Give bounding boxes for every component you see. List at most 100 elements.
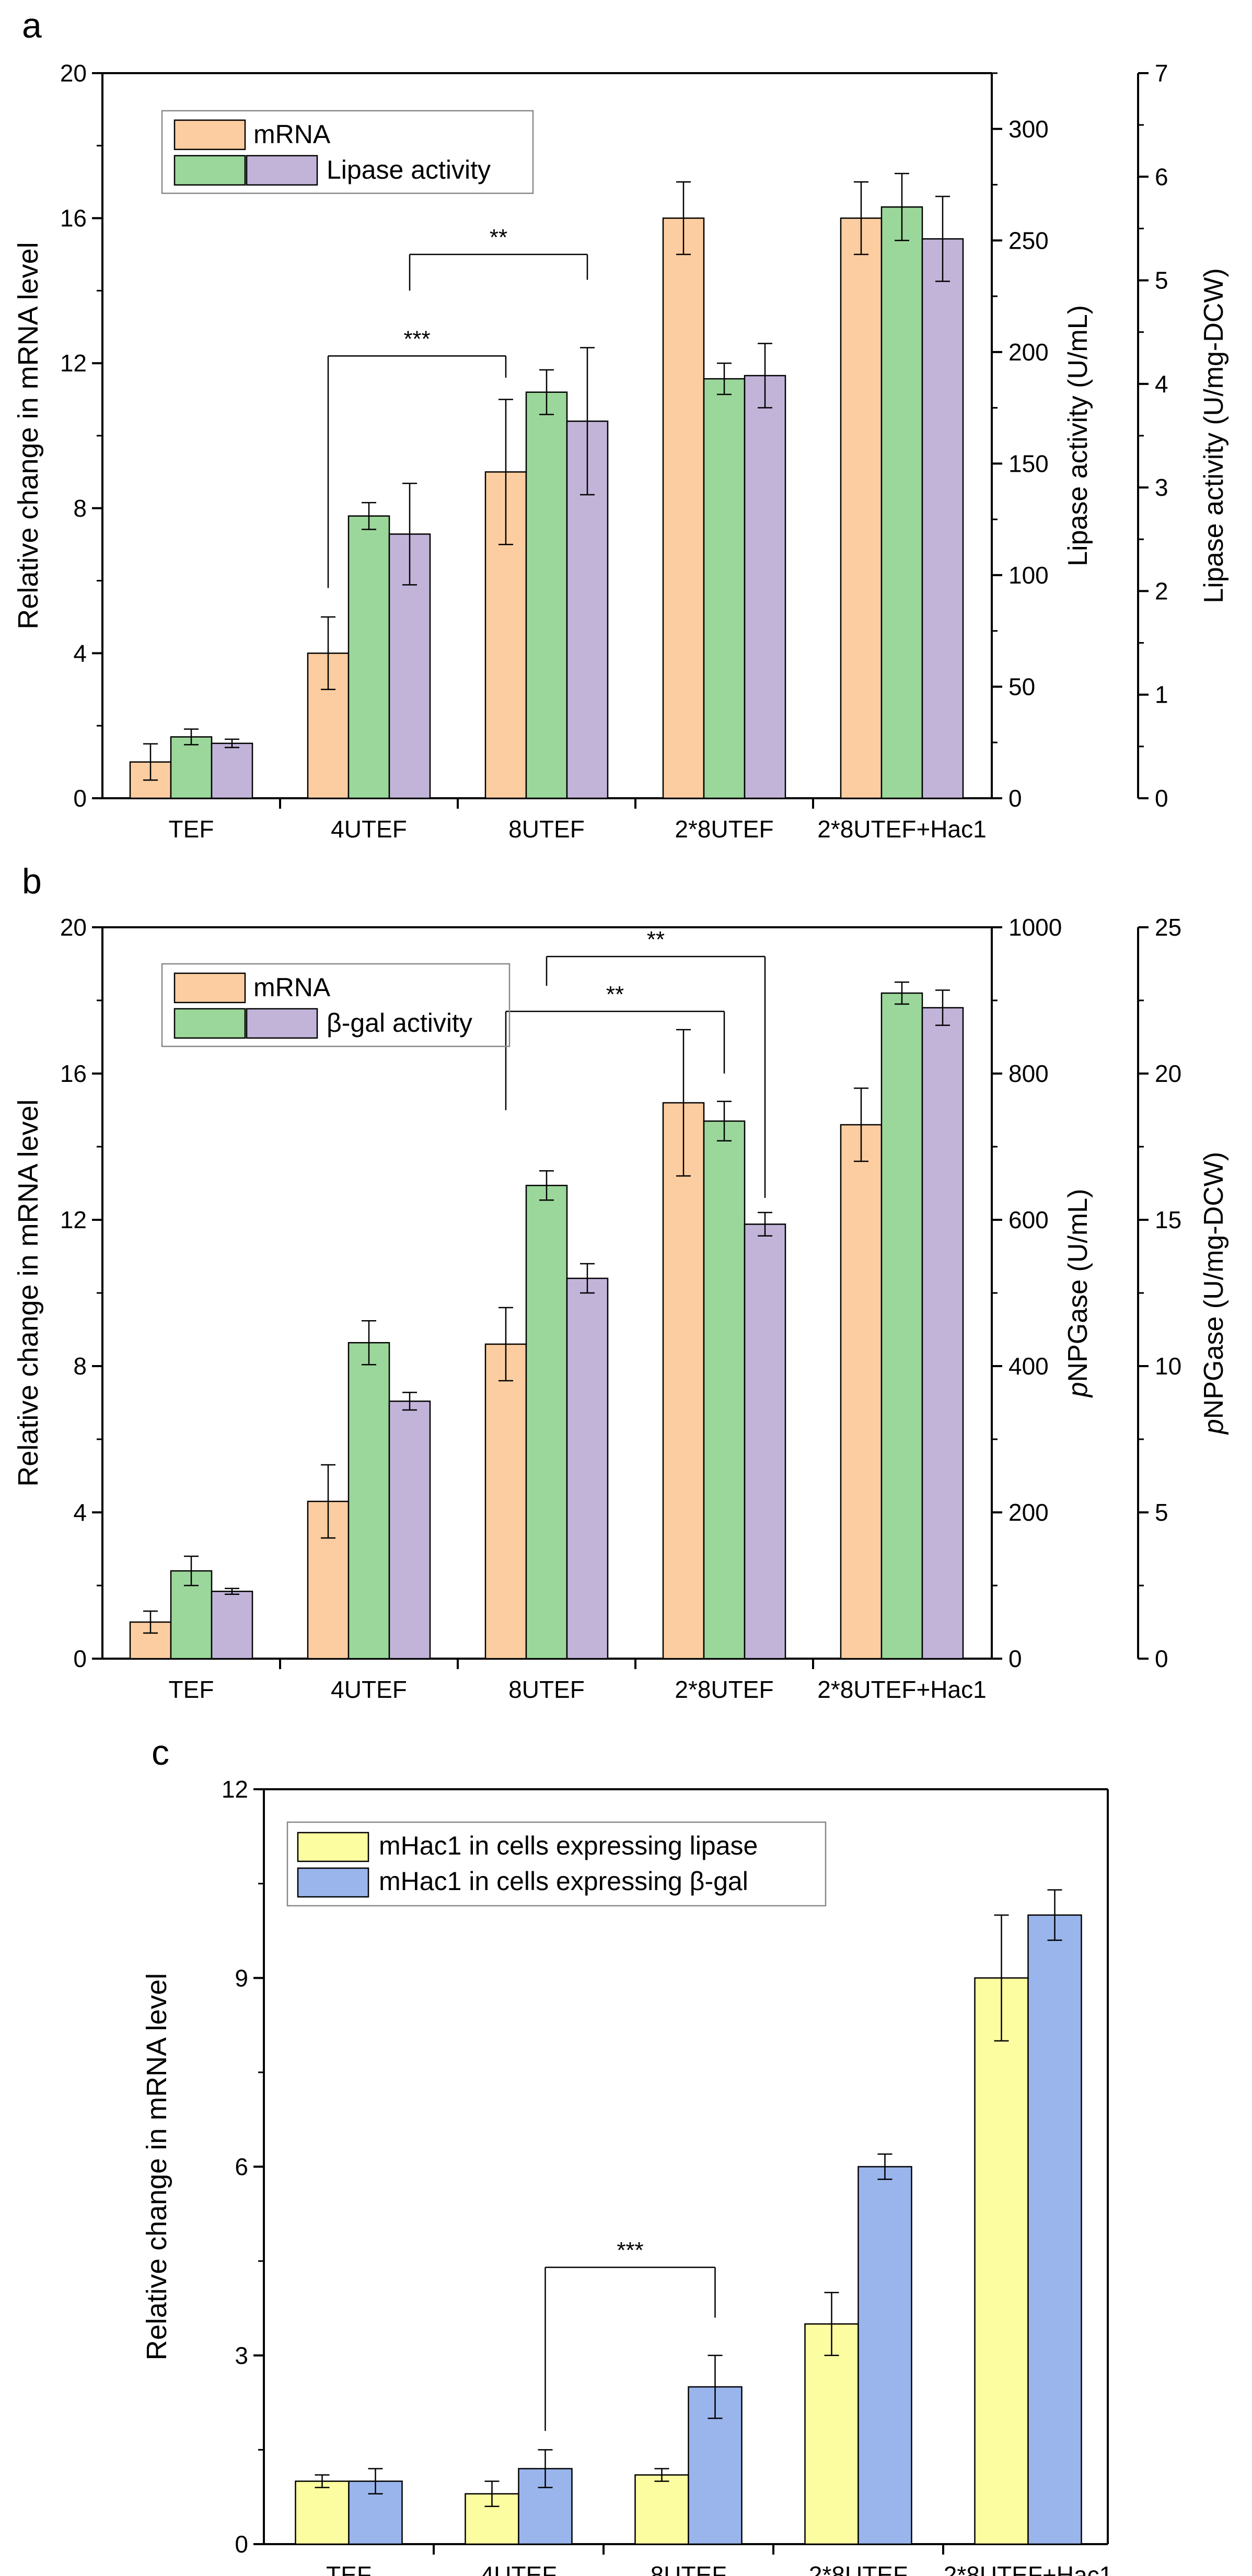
x-tick-label: 2*8UTEF [675, 815, 773, 843]
bar [1027, 1914, 1082, 2545]
legend-label: β-gal activity [327, 1008, 472, 1038]
y-tick-label: 16 [60, 1060, 87, 1087]
legend-swatch-mrna [173, 119, 246, 150]
y-right-tick-label: 0 [1008, 1645, 1022, 1672]
bar [211, 1590, 253, 1660]
y-tick-label: 8 [73, 495, 87, 522]
x-tick-label: 8UTEF [508, 1676, 585, 1703]
bar [880, 992, 923, 1660]
x-tick-label: 8UTEF [508, 815, 585, 843]
bar [211, 742, 253, 799]
bar [857, 2166, 912, 2545]
legend-label: mHac1 in cells expressing β-gal [379, 1867, 748, 1896]
legend-swatch-green [173, 1008, 246, 1039]
bar [525, 1184, 568, 1660]
y-tick-label: 4 [73, 1499, 87, 1526]
legend-swatch-purple [246, 155, 318, 186]
legend-label: mHac1 in cells expressing lipase [379, 1831, 758, 1860]
x-tick-label: 2*8UTEF [675, 1676, 773, 1703]
y-tick-label: 6 [235, 2153, 248, 2181]
legend-swatch-blue [297, 1867, 369, 1898]
y-tick-label: 12 [60, 1206, 87, 1233]
y-right-tick-label: 7 [1155, 60, 1168, 87]
y-right-tick-label: 400 [1008, 1353, 1049, 1380]
legend-box [286, 1821, 827, 1907]
y-tick-label: 20 [60, 60, 87, 87]
y-right-tick-label: 100 [1008, 562, 1049, 589]
y-tick-label: 12 [222, 1776, 248, 1803]
y-right-tick-label: 0 [1008, 785, 1022, 812]
y-right-axis-label-italic: p [1199, 1419, 1229, 1435]
y-right-axis-label: Lipase activity (U/mg-DCW) [1199, 268, 1229, 603]
legend-swatch-yellow [297, 1832, 369, 1862]
bar [170, 736, 213, 799]
x-tick-label: TEF [169, 1676, 214, 1703]
y-right-tick-label: 20 [1155, 1060, 1181, 1087]
bar [880, 206, 923, 799]
y-right-tick-label: 300 [1008, 115, 1049, 143]
bar [347, 515, 390, 799]
y-axis-label: Relative change in mRNA level [141, 1973, 172, 2360]
panel-c: c 0 3 6 9 12 Relative change in mRNA level TEF 4… [141, 1733, 1112, 2576]
y-right-tick-label: 2 [1155, 577, 1168, 604]
bar [921, 238, 964, 799]
x-tick-label: 2*8UTEF+Hac1 [944, 2561, 1112, 2576]
panel-label: b [22, 861, 42, 901]
y-right-tick-label: 0 [1155, 1645, 1168, 1672]
y-tick-label: 16 [60, 205, 87, 232]
legend-swatch-mrna [173, 972, 246, 1004]
y-axis-label: Relative change in mRNA level [13, 242, 44, 629]
y-right-tick-label: 6 [1155, 163, 1168, 190]
y-tick-label: 3 [235, 2342, 248, 2369]
y-right-tick-label: 200 [1008, 1499, 1049, 1526]
bar [484, 1343, 527, 1660]
y-right-tick-label: 4 [1155, 370, 1168, 398]
y-tick-label: 4 [73, 639, 87, 667]
bar [662, 217, 705, 799]
y-tick-label: 0 [73, 1645, 87, 1672]
y-right-axis-label: pNPGase (U/mL) [1063, 1189, 1093, 1398]
x-tick-label: TEF [326, 2561, 372, 2576]
significance-label: *** [403, 326, 430, 352]
y-right-axis-label-rest: NPGase (U/mg-DCW) [1199, 1152, 1229, 1419]
y-right-tick-label: 1000 [1008, 914, 1062, 941]
y-right-tick-label: 0 [1155, 785, 1168, 812]
legend-box [161, 963, 511, 1047]
significance-label: *** [617, 2237, 643, 2263]
y-right-tick-label: 5 [1155, 267, 1168, 294]
legend-box [161, 110, 534, 194]
panel-label: a [22, 6, 42, 45]
significance-label: ** [647, 927, 665, 952]
legend-swatch-green [173, 155, 246, 186]
bar [703, 1120, 746, 1660]
y-right-tick-label: 1 [1155, 681, 1168, 708]
y-right-axis-label-rest: NPGase (U/mL) [1063, 1189, 1093, 1382]
y-right-tick-label: 50 [1008, 673, 1035, 700]
bar [347, 1342, 390, 1660]
y-right-tick-label: 5 [1155, 1499, 1168, 1526]
x-tick-label: 4UTEF [331, 815, 407, 843]
x-tick-label: 2*8UTEF+Hac1 [817, 815, 986, 843]
x-tick-label: 8UTEF [651, 2561, 727, 2576]
bar [744, 375, 786, 799]
bar [634, 2474, 689, 2545]
y-tick-label: 20 [60, 914, 87, 941]
legend-label: mRNA [253, 973, 331, 1002]
y-right-tick-label: 200 [1008, 339, 1049, 366]
significance-label: ** [606, 982, 624, 1007]
bar [388, 1400, 431, 1660]
bar [525, 391, 568, 799]
y-right-tick-label: 3 [1155, 474, 1168, 501]
y-tick-label: 8 [73, 1353, 87, 1380]
y-right-axis-label: Lipase activity (U/mL) [1063, 305, 1093, 566]
y-right-tick-label: 25 [1155, 914, 1181, 941]
y-right-tick-label: 250 [1008, 227, 1049, 254]
y-axis-label: Relative change in mRNA level [13, 1099, 44, 1486]
y-right-tick-label: 800 [1008, 1060, 1049, 1087]
bar [295, 2480, 350, 2545]
y-tick-label: 0 [73, 785, 87, 812]
bar [566, 1277, 609, 1660]
x-tick-label: 2*8UTEF+Hac1 [817, 1676, 986, 1703]
